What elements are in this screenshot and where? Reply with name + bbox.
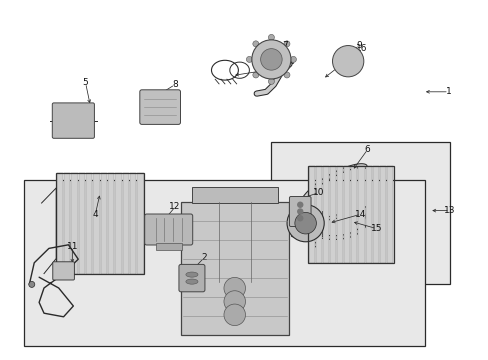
FancyBboxPatch shape [53, 262, 74, 280]
Bar [71, 173, 78, 274]
Bar [86, 173, 92, 274]
Bar [358, 166, 364, 263]
Bar [56, 173, 144, 274]
Circle shape [332, 46, 363, 77]
Circle shape [252, 72, 258, 78]
Text: 1: 1 [445, 87, 451, 96]
Circle shape [268, 78, 274, 84]
Bar [57, 173, 63, 274]
FancyBboxPatch shape [289, 197, 310, 226]
Circle shape [297, 202, 302, 207]
Ellipse shape [185, 272, 198, 277]
Bar [108, 173, 114, 274]
Ellipse shape [185, 279, 198, 284]
Bar [379, 166, 385, 263]
FancyBboxPatch shape [52, 103, 94, 138]
Circle shape [251, 40, 290, 79]
Text: 7: 7 [281, 40, 287, 49]
Text: 5: 5 [82, 78, 88, 87]
Bar [344, 166, 349, 263]
Text: 6: 6 [364, 145, 370, 154]
Bar [271, 142, 449, 284]
Bar [181, 202, 288, 335]
Text: 4: 4 [92, 210, 98, 219]
Circle shape [297, 216, 302, 221]
Text: 3: 3 [263, 66, 269, 75]
Bar [24, 180, 425, 346]
Text: 13: 13 [443, 206, 455, 215]
Bar [307, 166, 393, 263]
Bar [329, 166, 335, 263]
Text: 9: 9 [356, 40, 362, 49]
Bar [115, 173, 122, 274]
Bar [322, 166, 328, 263]
Bar [64, 173, 70, 274]
Text: 15: 15 [370, 224, 382, 233]
Circle shape [284, 41, 289, 47]
Bar [365, 166, 371, 263]
Bar [122, 173, 129, 274]
FancyBboxPatch shape [144, 214, 192, 245]
Circle shape [297, 209, 302, 214]
Text: 12: 12 [169, 202, 181, 211]
Circle shape [294, 212, 316, 234]
Circle shape [224, 304, 245, 325]
Bar [155, 243, 182, 250]
Circle shape [252, 41, 258, 47]
Circle shape [260, 49, 282, 70]
Bar [137, 173, 143, 274]
Bar [191, 187, 277, 203]
Text: 14: 14 [354, 210, 366, 219]
Circle shape [29, 282, 35, 287]
Text: 10: 10 [312, 188, 324, 197]
Bar [351, 166, 357, 263]
Text: 8: 8 [172, 80, 178, 89]
Circle shape [290, 57, 296, 62]
FancyBboxPatch shape [291, 211, 322, 237]
Bar [315, 166, 321, 263]
Bar [93, 173, 100, 274]
Circle shape [246, 57, 252, 62]
Bar [386, 166, 392, 263]
Text: 11: 11 [66, 242, 78, 251]
Bar [130, 173, 136, 274]
Bar [372, 166, 378, 263]
FancyBboxPatch shape [140, 90, 180, 125]
Text: 16: 16 [355, 44, 367, 53]
Bar [336, 166, 343, 263]
Circle shape [286, 204, 324, 242]
Circle shape [224, 291, 245, 312]
FancyBboxPatch shape [179, 264, 204, 292]
Circle shape [224, 278, 245, 299]
Text: 2: 2 [201, 253, 207, 262]
Circle shape [284, 72, 289, 78]
Circle shape [268, 35, 274, 40]
Bar [79, 173, 85, 274]
Bar [308, 166, 314, 263]
Bar [101, 173, 107, 274]
